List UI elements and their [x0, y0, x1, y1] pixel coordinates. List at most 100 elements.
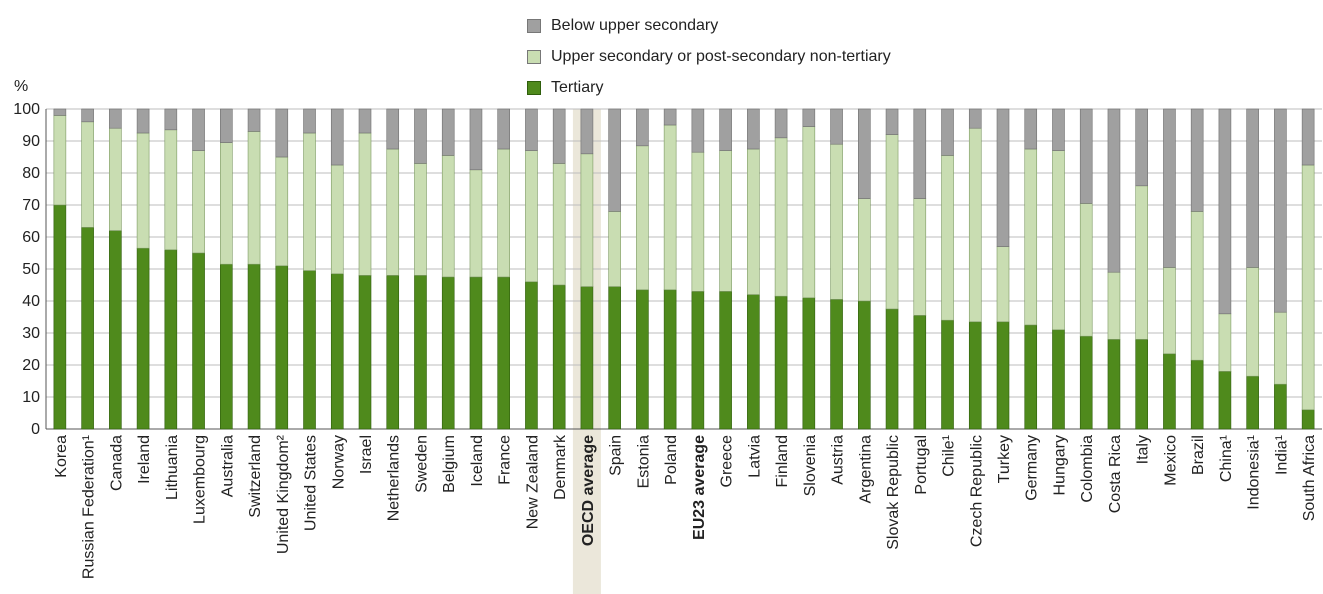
x-tick-label: Canada	[108, 435, 125, 491]
bar-upper-secondary-or-post-secondary-non-tertiary-israel	[358, 132, 372, 276]
bar-below-upper-secondary-portugal	[913, 108, 927, 199]
bar-tertiary-netherlands	[386, 275, 400, 430]
bar-below-upper-secondary-luxembourg	[192, 108, 205, 151]
legend-swatch-below-upper-secondary	[527, 18, 541, 33]
bar-below-upper-secondary-denmark	[552, 108, 566, 164]
x-tick-label: Russian Federation¹	[81, 435, 98, 579]
bar-upper-secondary-or-post-secondary-non-tertiary-norway	[330, 164, 344, 275]
bar-below-upper-secondary-netherlands	[386, 108, 400, 150]
bar-upper-secondary-or-post-secondary-non-tertiary-estonia	[636, 145, 649, 291]
bar-upper-secondary-or-post-secondary-non-tertiary-eu23-average	[691, 151, 705, 292]
x-tick-label: Greece	[719, 435, 736, 488]
x-tick-label: Norway	[330, 435, 347, 489]
x-tick-label: China¹	[1218, 435, 1235, 482]
bar-below-upper-secondary-china	[1218, 108, 1232, 315]
bar-tertiary-estonia	[636, 289, 649, 430]
x-tick-label: Mexico	[1162, 435, 1179, 486]
bar-below-upper-secondary-poland	[663, 108, 677, 126]
bar-below-upper-secondary-brazil	[1190, 108, 1204, 212]
bar-upper-secondary-or-post-secondary-non-tertiary-austria	[830, 143, 843, 300]
bar-upper-secondary-or-post-secondary-non-tertiary-argentina	[858, 198, 871, 302]
bar-below-upper-secondary-finland	[774, 108, 788, 139]
x-tick-label: Ireland	[136, 435, 153, 484]
bar-below-upper-secondary-canada	[109, 108, 122, 129]
x-tick-label: Switzerland	[247, 435, 264, 518]
bar-upper-secondary-or-post-secondary-non-tertiary-colombia	[1079, 203, 1093, 337]
x-tick-label: Sweden	[413, 435, 430, 493]
bar-upper-secondary-or-post-secondary-non-tertiary-russian-federation	[81, 121, 94, 228]
bar-upper-secondary-or-post-secondary-non-tertiary-chile	[941, 155, 954, 321]
y-tick-label: 20	[22, 357, 40, 374]
bar-tertiary-chile	[941, 319, 954, 430]
bar-below-upper-secondary-austria	[830, 108, 843, 145]
legend-item-tertiary: Tertiary	[527, 72, 891, 103]
bar-upper-secondary-or-post-secondary-non-tertiary-china	[1218, 313, 1232, 372]
bar-upper-secondary-or-post-secondary-non-tertiary-new-zealand	[525, 150, 538, 283]
bar-tertiary-turkey	[996, 321, 1010, 430]
bar-tertiary-indonesia	[1246, 375, 1259, 430]
x-tick-label: United States	[303, 435, 320, 531]
x-tick-label: Denmark	[552, 434, 569, 500]
bar-tertiary-sweden	[414, 275, 427, 430]
bar-upper-secondary-or-post-secondary-non-tertiary-slovak-republic	[885, 134, 899, 310]
bar-tertiary-france	[497, 276, 510, 430]
bar-tertiary-austria	[830, 299, 843, 430]
x-tick-label: Poland	[663, 435, 680, 485]
x-tick-label: Costa Rica	[1107, 435, 1124, 513]
bar-tertiary-south-africa	[1301, 409, 1315, 430]
bar-below-upper-secondary-united-kingdom	[275, 108, 289, 158]
bar-upper-secondary-or-post-secondary-non-tertiary-india	[1274, 311, 1287, 385]
bar-upper-secondary-or-post-secondary-non-tertiary-netherlands	[386, 148, 400, 276]
bar-upper-secondary-or-post-secondary-non-tertiary-sweden	[414, 163, 427, 276]
x-tick-label: Luxembourg	[192, 435, 209, 524]
bar-upper-secondary-or-post-secondary-non-tertiary-italy	[1135, 185, 1148, 340]
bar-upper-secondary-or-post-secondary-non-tertiary-hungary	[1052, 150, 1065, 331]
bar-upper-secondary-or-post-secondary-non-tertiary-canada	[109, 127, 122, 231]
legend-swatch-upper-secondary	[527, 49, 541, 64]
bar-tertiary-russian-federation	[81, 227, 94, 430]
x-tick-label: EU23 average	[691, 435, 708, 540]
x-tick-label: Chile¹	[941, 435, 958, 477]
bar-below-upper-secondary-czech-republic	[968, 108, 982, 129]
bar-upper-secondary-or-post-secondary-non-tertiary-greece	[719, 150, 732, 292]
y-tick-label: 60	[22, 229, 40, 246]
bar-tertiary-poland	[663, 289, 677, 430]
y-tick-label: 70	[22, 197, 40, 214]
x-tick-label: Turkey	[996, 435, 1013, 483]
x-tick-label: Hungary	[1051, 435, 1068, 495]
x-tick-label: Belgium	[441, 435, 458, 493]
bar-below-upper-secondary-eu23-average	[691, 108, 705, 153]
bar-upper-secondary-or-post-secondary-non-tertiary-poland	[663, 124, 677, 291]
bar-tertiary-belgium	[441, 276, 455, 430]
bar-below-upper-secondary-chile	[941, 108, 954, 156]
bar-below-upper-secondary-argentina	[858, 108, 871, 199]
bar-upper-secondary-or-post-secondary-non-tertiary-united-kingdom	[275, 156, 289, 267]
bar-upper-secondary-or-post-secondary-non-tertiary-czech-republic	[968, 127, 982, 323]
bar-upper-secondary-or-post-secondary-non-tertiary-mexico	[1163, 267, 1176, 355]
bar-upper-secondary-or-post-secondary-non-tertiary-turkey	[996, 246, 1010, 323]
bar-upper-secondary-or-post-secondary-non-tertiary-latvia	[747, 148, 760, 295]
bar-tertiary-colombia	[1079, 335, 1093, 430]
x-tick-label: United Kingdom²	[275, 434, 292, 554]
bar-upper-secondary-or-post-secondary-non-tertiary-ireland	[136, 132, 150, 249]
x-tick-label: France	[497, 435, 514, 485]
bar-below-upper-secondary-slovenia	[802, 108, 816, 127]
bar-upper-secondary-or-post-secondary-non-tertiary-slovenia	[802, 126, 816, 299]
bar-below-upper-secondary-korea	[53, 108, 67, 116]
bar-below-upper-secondary-france	[497, 108, 510, 150]
x-tick-label: India¹	[1273, 435, 1290, 475]
bar-upper-secondary-or-post-secondary-non-tertiary-switzerland	[247, 131, 261, 265]
bar-below-upper-secondary-hungary	[1052, 108, 1065, 151]
bar-below-upper-secondary-greece	[719, 108, 732, 151]
bar-below-upper-secondary-italy	[1135, 108, 1148, 187]
bar-tertiary-italy	[1135, 339, 1148, 430]
bar-upper-secondary-or-post-secondary-non-tertiary-germany	[1024, 148, 1038, 326]
bar-tertiary-eu23-average	[691, 291, 705, 430]
bar-below-upper-secondary-south-africa	[1301, 108, 1315, 166]
bar-below-upper-secondary-belgium	[441, 108, 455, 156]
x-tick-label: Slovak Republic	[885, 435, 902, 550]
bar-below-upper-secondary-costa-rica	[1107, 108, 1121, 273]
x-tick-label: Brazil	[1190, 435, 1207, 475]
bar-below-upper-secondary-ireland	[136, 108, 150, 134]
